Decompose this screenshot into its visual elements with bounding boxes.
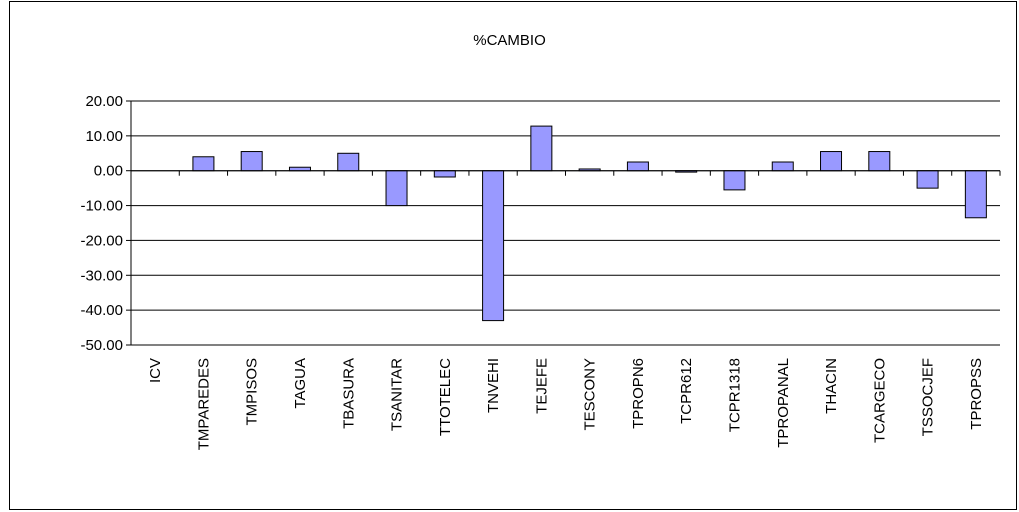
- x-tick-label: TSSOCJEF: [920, 358, 937, 436]
- y-tick-label: -50.00: [80, 337, 123, 354]
- x-tick-label: THACIN: [823, 358, 840, 414]
- x-tick-label: TNVEHI: [485, 358, 502, 413]
- bar-tpropn6: [626, 161, 649, 172]
- y-axis: [126, 100, 132, 346]
- bar-ttotelec: [433, 170, 456, 178]
- y-tick-label: -10.00: [80, 198, 123, 215]
- x-tick-label: TBASURA: [340, 358, 357, 429]
- bar-tpropanal: [771, 161, 794, 172]
- y-tick-label: 20.00: [85, 93, 123, 110]
- y-tick-label: 0.00: [94, 163, 123, 180]
- x-tick-label: TPROPSS: [968, 358, 985, 430]
- y-tick-label: -20.00: [80, 232, 123, 249]
- bar-tejefe: [530, 125, 553, 172]
- x-tick-label: TPROPN6: [630, 358, 647, 429]
- x-tick-label: TMPAREDES: [195, 358, 212, 450]
- bar-tsanitar: [385, 170, 408, 207]
- x-tick-label: TAGUA: [292, 358, 309, 409]
- bar-tssocjef: [916, 170, 939, 189]
- x-tick-label: TSANITAR: [389, 358, 406, 431]
- y-tick-label: 10.00: [85, 128, 123, 145]
- x-tick-label: TTOTELEC: [437, 358, 454, 436]
- bar-thacin: [820, 151, 843, 172]
- x-tick-label: TCPR612: [678, 358, 695, 424]
- y-tick-label: -40.00: [80, 302, 123, 319]
- x-axis: [130, 170, 1001, 176]
- x-tick-label: TCPR1318: [726, 358, 743, 432]
- bars: [192, 125, 987, 322]
- bar-tagua: [288, 166, 311, 172]
- bar-tmpisos: [240, 151, 263, 172]
- chart-title: %CAMBIO: [473, 32, 546, 49]
- x-tick-label: ICV: [147, 358, 164, 383]
- x-tick-label: TESCONY: [582, 358, 599, 431]
- x-tick-label: TMPISOS: [244, 358, 261, 426]
- grid-lines: [131, 100, 1000, 346]
- x-tick-labels: ICV TMPAREDES TMPISOS TAGUA TBASURA TSANITAR T…: [147, 358, 985, 450]
- bar-tcargeco: [868, 151, 891, 172]
- bar-tmparedes: [192, 156, 215, 172]
- x-tick-label: TPROPANAL: [775, 358, 792, 448]
- x-tick-label: TCARGECO: [871, 358, 888, 443]
- chart-frame: [9, 1, 1017, 510]
- bar-tbasura: [337, 152, 360, 172]
- bar-tcpr1318: [723, 170, 746, 191]
- y-tick-labels: 20.00 10.00 0.00 -10.00 -20.00 -30.00 -40.00 -5…: [80, 93, 123, 354]
- bar-tnvehi: [482, 170, 505, 322]
- x-tick-label: TEJEFE: [533, 358, 550, 414]
- bar-tpropss: [964, 170, 987, 219]
- y-tick-label: -30.00: [80, 267, 123, 284]
